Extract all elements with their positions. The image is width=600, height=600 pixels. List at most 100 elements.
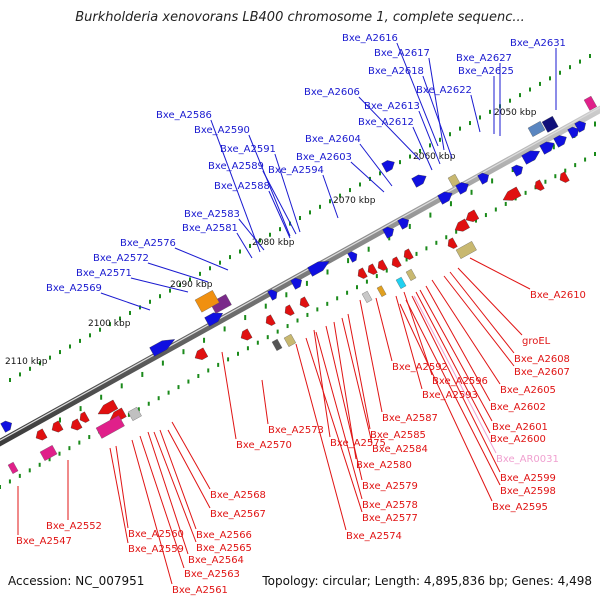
gene-label-bxe-a2598[interactable]: Bxe_A2598 xyxy=(500,486,556,497)
scale-tick xyxy=(459,126,461,131)
gene-label-bxe-a2622[interactable]: Bxe_A2622 xyxy=(416,85,472,96)
scale-tick xyxy=(39,361,41,366)
gene-label-bxe-a2577[interactable]: Bxe_A2577 xyxy=(362,513,418,524)
gene-label-bxe-a2564[interactable]: Bxe_A2564 xyxy=(188,555,244,566)
gene-label-bxe-a2587[interactable]: Bxe_A2587 xyxy=(382,413,438,424)
forward-gene-glyph xyxy=(0,420,12,433)
reverse-gene-glyph xyxy=(559,171,570,183)
gene-label-bxe-a2561[interactable]: Bxe_A2561 xyxy=(172,585,228,596)
scale-tick xyxy=(219,260,221,265)
gene-label-bxe-a2571[interactable]: Bxe_A2571 xyxy=(76,268,132,279)
forward-gene-glyph xyxy=(521,150,540,165)
gene-label-bxe-a2579[interactable]: Bxe_A2579 xyxy=(362,481,418,492)
gene-label-bxe-a2586[interactable]: Bxe_A2586 xyxy=(156,110,212,121)
gene-label-bxe-a2566[interactable]: Bxe_A2566 xyxy=(196,530,252,541)
scale-tick xyxy=(49,355,51,360)
gene-label-bxe-a2627[interactable]: Bxe_A2627 xyxy=(456,53,512,64)
reverse-gene-glyph xyxy=(51,420,64,433)
gene-label-bxe-a2565[interactable]: Bxe_A2565 xyxy=(196,543,252,554)
gene-label-bxe-a2625[interactable]: Bxe_A2625 xyxy=(458,66,514,77)
gene-label-bxe-a2599[interactable]: Bxe_A2599 xyxy=(500,473,556,484)
gene-label-bxe-a2574[interactable]: Bxe_A2574 xyxy=(346,531,402,542)
gene-label-bxe-a2560[interactable]: Bxe_A2560 xyxy=(128,529,184,540)
gene-label-bxe-a2552[interactable]: Bxe_A2552 xyxy=(46,521,102,532)
gene-block-magenta xyxy=(7,461,19,474)
gene-label-bxe-a2608[interactable]: Bxe_A2608 xyxy=(514,354,570,365)
gene-label-bxe-a2631[interactable]: Bxe_A2631 xyxy=(510,38,566,49)
scale-tick xyxy=(147,401,150,406)
connector-bxe-a2608 xyxy=(449,271,515,354)
scale-tick xyxy=(425,246,428,251)
gene-label-bxe-a2591[interactable]: Bxe_A2591 xyxy=(220,144,276,155)
gene-label-bxe-a2563[interactable]: Bxe_A2563 xyxy=(184,569,240,580)
scale-tick xyxy=(408,223,411,229)
gene-label-bxe-a2607[interactable]: Bxe_A2607 xyxy=(514,367,570,378)
gene-label-bxe-a2580[interactable]: Bxe_A2580 xyxy=(356,460,412,471)
forward-gene-glyph xyxy=(477,172,489,185)
gene-label-bxe-a2583[interactable]: Bxe_A2583 xyxy=(184,209,240,220)
scale-tick xyxy=(435,240,438,245)
gene-label-bxe-a2585[interactable]: Bxe_A2585 xyxy=(370,430,426,441)
scale-tick xyxy=(509,98,511,103)
scale-tick xyxy=(326,301,329,306)
scale-tick xyxy=(439,137,441,142)
gene-label-bxe-a2573[interactable]: Bxe_A2573 xyxy=(268,425,324,436)
gene-label-bxe-a2547[interactable]: Bxe_A2547 xyxy=(16,536,72,547)
gene-label-bxe-a2606[interactable]: Bxe_A2606 xyxy=(304,87,360,98)
gene-label-bxe-a2572[interactable]: Bxe_A2572 xyxy=(93,253,149,264)
gene-label-bxe-a2592[interactable]: Bxe_A2592 xyxy=(392,362,448,373)
gene-label-bxe-a2588[interactable]: Bxe_A2588 xyxy=(214,181,270,192)
gene-label-bxe-a2613[interactable]: Bxe_A2613 xyxy=(364,101,420,112)
kbp-label-2070-kbp: 2070 kbp xyxy=(333,196,376,206)
gene-label-bxe-a2600[interactable]: Bxe_A2600 xyxy=(490,434,546,445)
gene-label-bxe-a2603[interactable]: Bxe_A2603 xyxy=(296,152,352,163)
scale-tick xyxy=(379,171,381,176)
gene-label-bxe-a2589[interactable]: Bxe_A2589 xyxy=(208,161,264,172)
gene-label-bxe-a2595[interactable]: Bxe_A2595 xyxy=(492,502,548,513)
scale-tick xyxy=(489,109,491,114)
gene-label-groel[interactable]: groEL xyxy=(522,336,551,347)
gene-label-bxe-a2604[interactable]: Bxe_A2604 xyxy=(305,134,361,145)
scale-tick xyxy=(203,337,206,343)
scale-tick xyxy=(296,318,299,323)
gene-label-bxe-a2601[interactable]: Bxe_A2601 xyxy=(492,422,548,433)
connector-bxe-a2617 xyxy=(428,57,445,151)
gene-label-bxe-a2610[interactable]: Bxe_A2610 xyxy=(530,290,586,301)
gene-label-bxe-a2602[interactable]: Bxe_A2602 xyxy=(490,402,546,413)
gene-label-bxe-a2618[interactable]: Bxe_A2618 xyxy=(368,66,424,77)
gene-label-bxe-a2568[interactable]: Bxe_A2568 xyxy=(210,490,266,501)
reverse-gene-glyph xyxy=(465,209,480,222)
gene-label-bxe-a2590[interactable]: Bxe_A2590 xyxy=(194,125,250,136)
gene-label-bxe-a2575[interactable]: Bxe_A2575 xyxy=(330,438,386,449)
gene-label-bxe-a2612[interactable]: Bxe_A2612 xyxy=(358,117,414,128)
gene-label-bxe-a2584[interactable]: Bxe_A2584 xyxy=(372,444,428,455)
connector-bxe-a2601 xyxy=(419,289,493,422)
scale-tick xyxy=(68,446,71,451)
gene-label-bxe-a2559[interactable]: Bxe_A2559 xyxy=(128,544,184,555)
chromosome-backbone xyxy=(0,105,600,447)
forward-gene-glyph xyxy=(382,226,394,239)
scale-tick xyxy=(479,115,481,120)
gene-label-bxe-a2569[interactable]: Bxe_A2569 xyxy=(46,283,102,294)
gene-label-bxe-a2594[interactable]: Bxe_A2594 xyxy=(268,165,324,176)
gene-label-bxe-a2605[interactable]: Bxe_A2605 xyxy=(500,385,556,396)
connector-bxe-a2581 xyxy=(236,232,253,259)
gene-label-bxe-a2567[interactable]: Bxe_A2567 xyxy=(210,509,266,520)
scale-tick xyxy=(209,266,211,271)
scale-tick xyxy=(18,473,21,478)
gene-label-bxe-a2581[interactable]: Bxe_A2581 xyxy=(182,223,238,234)
gene-label-bxe-a2593[interactable]: Bxe_A2593 xyxy=(422,390,478,401)
scale-tick xyxy=(276,329,279,334)
rna-label-bxe-ar0031[interactable]: Bxe_AR0031 xyxy=(496,454,559,465)
gene-label-bxe-a2596[interactable]: Bxe_A2596 xyxy=(432,376,488,387)
gene-label-bxe-a2616[interactable]: Bxe_A2616 xyxy=(342,33,398,44)
gene-label-bxe-a2576[interactable]: Bxe_A2576 xyxy=(120,238,176,249)
gene-label-bxe-a2578[interactable]: Bxe_A2578 xyxy=(362,500,418,511)
gene-label-bxe-a2570[interactable]: Bxe_A2570 xyxy=(236,440,292,451)
scale-tick xyxy=(100,394,103,400)
gene-block-khaki xyxy=(447,173,461,187)
scale-tick xyxy=(189,277,191,282)
scale-tick xyxy=(491,178,494,184)
gene-label-bxe-a2617[interactable]: Bxe_A2617 xyxy=(374,48,430,59)
outer-tick-track xyxy=(9,54,591,382)
